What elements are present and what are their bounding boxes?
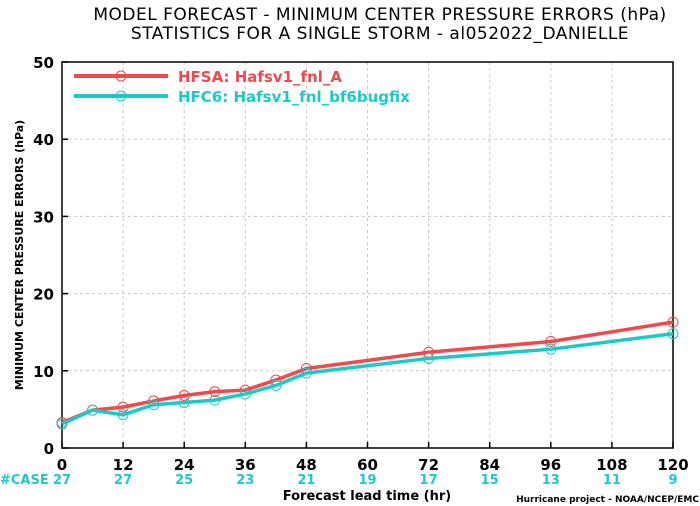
y-axis-label: MINIMUM CENTER PRESSURE ERRORS (hPa) [13,120,26,390]
data-point [423,352,435,364]
legend-label: HFSA: Hafsv1_fnl_A [178,68,342,86]
case-count: 27 [53,473,71,488]
data-point [667,316,679,328]
legend-marker [115,70,127,82]
data-point [148,399,160,411]
data-point [117,401,129,413]
x-tick-label: 36 [235,456,256,474]
y-tick-label: 20 [33,286,54,304]
axes: 0 12 24 36 48 60 72 84 96 108 120 0 10 20 30 40 50 [33,54,689,474]
data-point [667,328,679,340]
chart-title-line2: STATISTICS FOR A SINGLE STORM - al052022… [131,24,629,44]
x-tick-label: 12 [113,456,134,474]
x-tick-label: 48 [296,456,317,474]
case-count: 23 [236,473,254,488]
x-tick-label: 120 [657,456,688,474]
x-tick-label: 60 [357,456,378,474]
series-line-hfsa [61,320,674,425]
case-count: 21 [297,473,315,488]
case-count: 27 [114,473,132,488]
y-tick-label: 50 [33,54,54,72]
case-count: 17 [420,473,438,488]
case-count: 25 [175,473,193,488]
x-tick-label: 72 [418,456,439,474]
data-point [209,394,221,406]
data-point [56,418,68,430]
data-point [178,390,190,402]
case-count: 19 [358,473,376,488]
grid [62,62,673,448]
x-tick-label: 108 [596,456,627,474]
credit-text: Hurricane project - NOAA/NCEP/EMC [516,495,699,505]
case-label: #CASE [0,473,49,488]
x-axis-label: Forecast lead time (hr) [283,489,451,504]
case-counts: 27 27 25 23 21 19 17 15 13 11 9 [53,473,678,488]
case-count: 9 [668,473,677,488]
y-tick-label: 30 [33,208,54,226]
data-point [117,409,129,421]
y-tick-label: 40 [33,131,54,149]
x-tick-label: 24 [174,456,195,474]
case-count: 15 [481,473,499,488]
x-tick-label: 96 [540,456,561,474]
data-point [239,388,251,400]
legend-label: HFC6: Hafsv1_fnl_bf6bugfix [178,88,410,106]
y-tick-label: 0 [44,440,54,458]
series-layer [56,316,679,430]
data-point [178,396,190,408]
data-point [545,343,557,355]
data-point [300,367,312,379]
y-tick-label: 10 [33,363,54,381]
chart-title-line1: MODEL FORECAST - MINIMUM CENTER PRESSURE… [93,5,666,25]
x-tick-label: 0 [57,456,67,474]
data-point [87,404,99,416]
x-tick-label: 84 [479,456,500,474]
data-point [545,335,557,347]
data-point [209,386,221,398]
case-count: 11 [603,473,621,488]
data-point [270,379,282,391]
legend-marker [115,90,127,102]
legend: HFSA: Hafsv1_fnl_A HFC6: Hafsv1_fnl_bf6bu… [74,68,410,106]
case-count: 13 [542,473,560,488]
